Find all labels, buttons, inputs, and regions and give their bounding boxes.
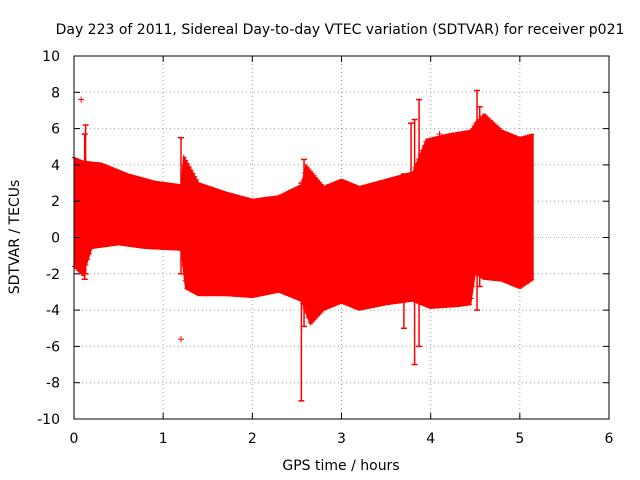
y-tick-label: 0 — [51, 231, 60, 247]
y-tick-label: 8 — [51, 85, 60, 101]
x-tick-label: 4 — [426, 431, 435, 447]
y-tick-label: -8 — [46, 376, 60, 392]
y-axis-label: SDTVAR / TECUs — [7, 180, 23, 295]
y-tick-label: -4 — [46, 303, 60, 319]
y-tick-label: 10 — [42, 49, 60, 65]
axis-ticks: 0 1 2 3 4 5 6 10 8 6 4 2 0 -2 -4 -6 -8 -10 — [37, 49, 613, 447]
x-tick-label: 0 — [70, 431, 79, 447]
x-tick-label: 6 — [605, 431, 614, 447]
x-tick-label: 3 — [337, 431, 346, 447]
y-tick-label: 6 — [51, 122, 60, 138]
x-tick-label: 2 — [248, 431, 257, 447]
grid-lines — [74, 56, 609, 419]
y-tick-label: -6 — [46, 339, 60, 355]
chart-title: Day 223 of 2011, Sidereal Day-to-day VTE… — [56, 22, 625, 38]
data-series — [72, 89, 535, 402]
x-axis-label: GPS time / hours — [282, 458, 399, 474]
x-tick-label: 5 — [515, 431, 524, 447]
y-tick-label: 2 — [51, 194, 60, 210]
x-tick-label: 1 — [159, 431, 168, 447]
y-tick-label: 4 — [51, 158, 60, 174]
y-tick-label: -2 — [46, 267, 60, 283]
y-tick-label: -10 — [37, 412, 60, 428]
